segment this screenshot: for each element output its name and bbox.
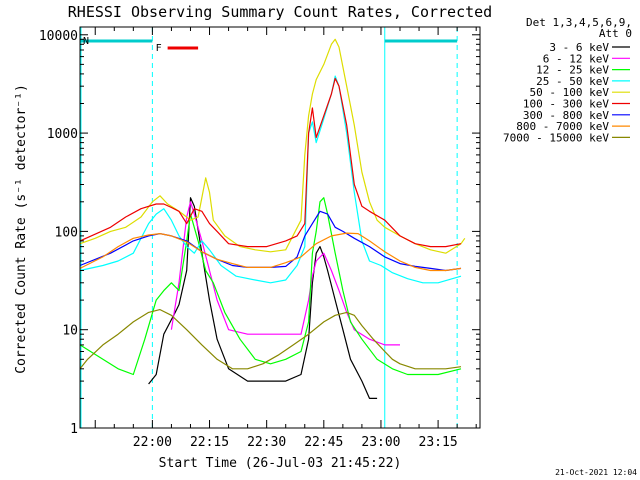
x-tick-label-0: 22:00 (133, 435, 172, 450)
plot-frame (79, 26, 481, 429)
legend-header-1: Att 0 (599, 27, 632, 40)
x-tick-label-5: 23:15 (419, 435, 458, 450)
legend-label-7: 800 - 7000 keV (516, 120, 609, 133)
x-tick-label-3: 22:45 (304, 435, 343, 450)
legend-label-3: 25 - 50 keV (536, 75, 609, 88)
y-tick-label-4: 10000 (39, 29, 78, 44)
x-tick-label-1: 22:15 (190, 435, 229, 450)
x-tick-label-2: 22:30 (247, 435, 286, 450)
legend-label-0: 3 - 6 keV (549, 41, 609, 54)
y-tick-label-3: 1000 (47, 127, 78, 142)
series-line-3-0 (79, 75, 462, 284)
x-axis-label: Start Time (26-Jul-03 21:45:22) (159, 456, 402, 471)
legend-label-5: 100 - 300 keV (523, 98, 609, 111)
legend-label-6: 300 - 800 keV (523, 109, 609, 122)
chart-title: RHESSI Observing Summary Count Rates, Co… (68, 3, 492, 21)
series-line-5-0 (79, 77, 462, 248)
legend-label-8: 7000 - 15000 keV (503, 131, 609, 144)
series-line-8-0 (79, 309, 462, 370)
y-axis: 1 10 100 1000 10000 (39, 29, 480, 437)
x-axis: 22:00 22:15 22:30 22:45 23:00 23:15 (94, 27, 477, 450)
plot-area: NF (79, 27, 466, 428)
y-axis-label: Corrected Count Rate (s⁻¹ detector⁻¹) (14, 84, 29, 374)
y-tick-label-1: 10 (62, 324, 78, 339)
y-tick-label-0: 1 (70, 422, 78, 437)
legend-label-1: 6 - 12 keV (543, 52, 610, 65)
x-tick-label-4: 23:00 (361, 435, 400, 450)
series-line-4-0 (79, 38, 466, 254)
attenuator-label-2: F (156, 43, 162, 54)
legend-label-4: 50 - 100 keV (530, 86, 610, 99)
legend-label-2: 12 - 25 keV (536, 64, 609, 77)
legend-header-0: Det 1,3,4,5,6,9, (526, 16, 632, 29)
series-line-7-0 (79, 232, 462, 272)
y-tick-label-2: 100 (55, 225, 78, 240)
series-line-1-0 (170, 201, 400, 346)
footer-timestamp: 21-Oct-2021 12:04 (555, 468, 637, 477)
series-line-2-0 (79, 197, 462, 376)
attenuator-label-0: N (83, 36, 89, 47)
